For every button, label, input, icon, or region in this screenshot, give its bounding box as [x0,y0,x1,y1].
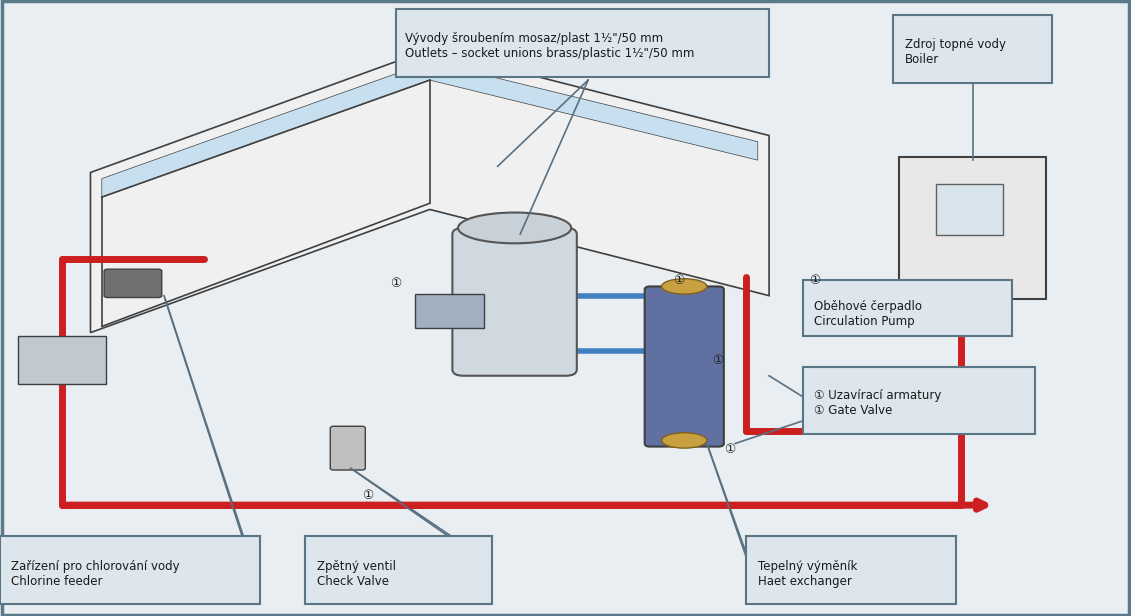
Polygon shape [90,49,769,333]
Text: ①: ① [390,277,402,290]
Text: Zpětný ventil
Check Valve: Zpětný ventil Check Valve [317,560,396,588]
Ellipse shape [662,433,707,448]
FancyBboxPatch shape [746,536,956,604]
FancyBboxPatch shape [936,184,1003,235]
Text: Tepelný výměník
Haet exchanger: Tepelný výměník Haet exchanger [758,560,857,588]
FancyBboxPatch shape [899,157,1046,299]
Circle shape [814,302,871,333]
FancyBboxPatch shape [817,306,869,328]
Polygon shape [102,62,758,197]
Text: ①: ① [713,354,724,367]
FancyBboxPatch shape [305,536,492,604]
Text: Vývody šroubením mosaz/plast 1½"/50 mm
Outlets – socket unions brass/plastic 1½": Vývody šroubením mosaz/plast 1½"/50 mm O… [405,32,694,60]
FancyBboxPatch shape [803,280,1012,336]
Text: ① Uzavírací armatury
① Gate Valve: ① Uzavírací armatury ① Gate Valve [814,389,942,418]
FancyBboxPatch shape [803,367,1035,434]
Text: ①: ① [809,274,820,287]
Text: Zdroj topné vody
Boiler: Zdroj topné vody Boiler [905,38,1005,67]
FancyBboxPatch shape [893,15,1052,83]
FancyBboxPatch shape [18,336,106,384]
FancyBboxPatch shape [330,426,365,470]
FancyBboxPatch shape [396,9,769,77]
Ellipse shape [662,278,707,294]
FancyBboxPatch shape [104,269,162,298]
Text: ①: ① [673,274,684,287]
FancyBboxPatch shape [0,536,260,604]
Text: ①: ① [362,489,373,503]
Ellipse shape [458,213,571,243]
Text: ①: ① [724,443,735,456]
FancyBboxPatch shape [452,228,577,376]
Text: Oběhové čerpadlo
Circulation Pump: Oběhové čerpadlo Circulation Pump [814,300,922,328]
FancyBboxPatch shape [415,294,484,328]
FancyBboxPatch shape [645,286,724,447]
Text: Zařízení pro chlorování vody
Chlorine feeder: Zařízení pro chlorování vody Chlorine fe… [11,560,180,588]
